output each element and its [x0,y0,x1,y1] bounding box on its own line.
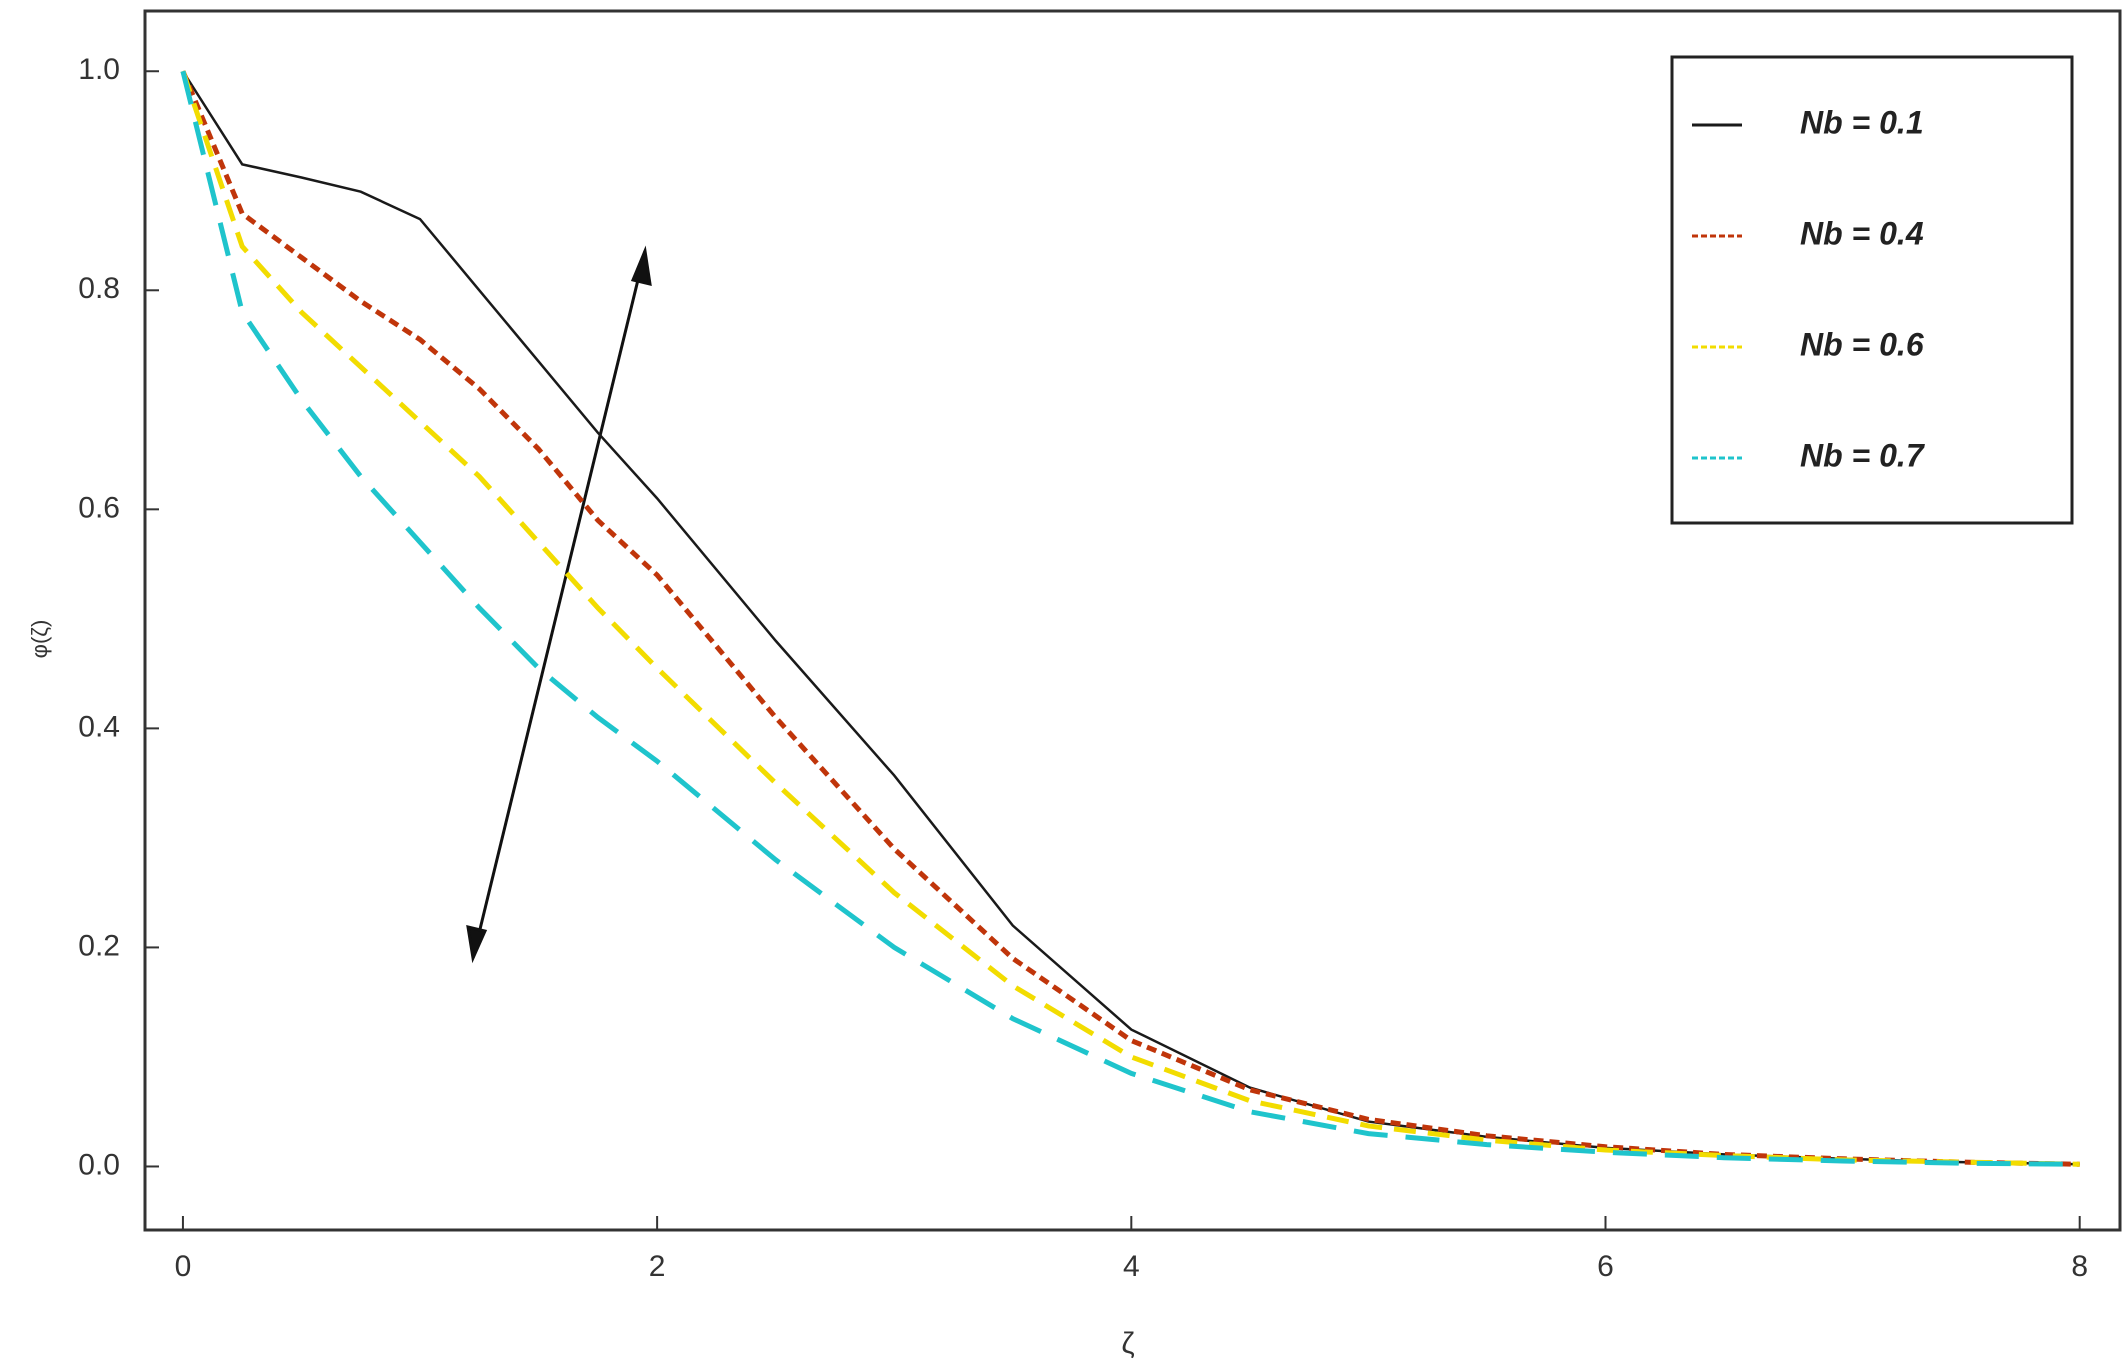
y-tick-label: 0.4 [78,710,120,743]
legend-label: Nb = 0.4 [1800,215,1924,251]
y-axis-label: φ(ζ) [27,620,52,659]
x-tick-label: 2 [649,1250,666,1283]
legend-label: Nb = 0.1 [1800,104,1924,140]
y-tick-label: 0.6 [78,491,120,524]
x-axis-label: ζ [1121,1327,1134,1360]
x-tick-label: 0 [175,1250,192,1283]
legend: Nb = 0.1 Nb = 0.4 Nb = 0.6 Nb = 0.7 [1670,55,2074,525]
series-line [180,70,2080,1167]
legend-box [1670,55,2074,525]
x-tick-label: 6 [1597,1250,1614,1283]
legend-label: Nb = 0.6 [1800,326,1924,362]
y-tick-label: 0.2 [78,929,120,962]
legend-label: Nb = 0.7 [1800,437,1926,473]
trend-arrow [466,245,652,964]
y-tick-label: 0.0 [78,1148,120,1181]
plot-frame [143,9,2122,1232]
y-tick-label: 1.0 [78,53,120,86]
x-tick-label: 8 [2071,1250,2088,1283]
x-tick-label: 4 [1123,1250,1140,1283]
y-tick-label: 0.8 [78,272,120,305]
